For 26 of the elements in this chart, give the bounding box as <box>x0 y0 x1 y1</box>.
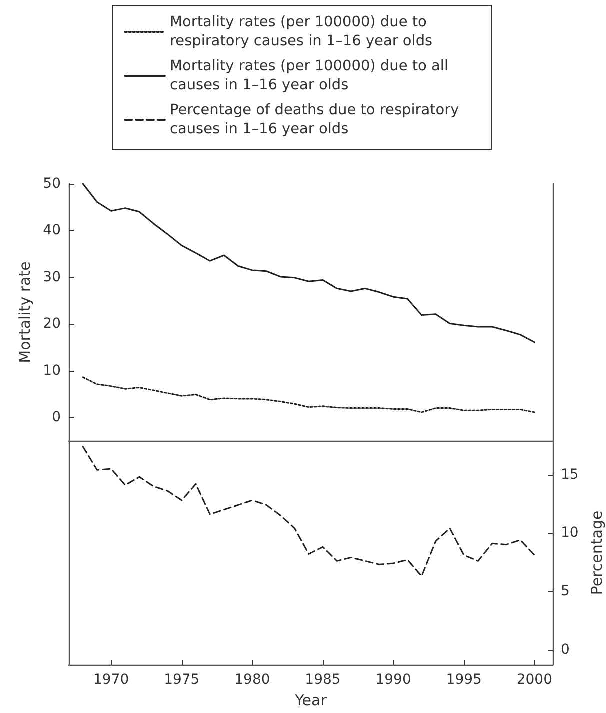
legend-label: Mortality rates (per 100000) due to all causes in 1–16 year olds <box>170 58 454 94</box>
legend-label: Mortality rates (per 100000) due to respiratory causes in 1–16 year olds <box>170 14 433 50</box>
y2-tick-label: 10 <box>561 525 579 542</box>
y-tick-label: 10 <box>43 362 61 379</box>
x-tick-label: 2000 <box>516 672 552 688</box>
y-tick-label: 50 <box>43 176 61 192</box>
line-series <box>82 446 536 578</box>
y2-axis-title: Percentage <box>588 510 606 596</box>
line-series <box>82 183 536 344</box>
x-tick-label: 1985 <box>305 672 341 688</box>
y2-tick-label: 0 <box>561 642 570 658</box>
x-tick-label: 1975 <box>164 672 200 688</box>
x-tick-label: 1995 <box>446 672 482 688</box>
x-tick-label: 1970 <box>94 672 130 688</box>
y2-tick-label: 5 <box>561 584 570 600</box>
x-tick-label: 1980 <box>234 672 270 688</box>
legend-label: Percentage of deaths due to respiratory causes in 1–16 year olds <box>170 102 464 138</box>
line-series <box>82 376 536 414</box>
y-tick-label: 0 <box>52 410 61 426</box>
y-tick-label: 30 <box>43 269 61 286</box>
x-axis-title: Year <box>294 692 328 710</box>
y-tick-label: 40 <box>43 222 61 239</box>
y2-tick-label: 15 <box>561 466 579 483</box>
y-tick-label: 20 <box>43 316 61 332</box>
y-axis-title: Mortality rate <box>16 262 34 364</box>
x-tick-label: 1990 <box>376 672 412 688</box>
